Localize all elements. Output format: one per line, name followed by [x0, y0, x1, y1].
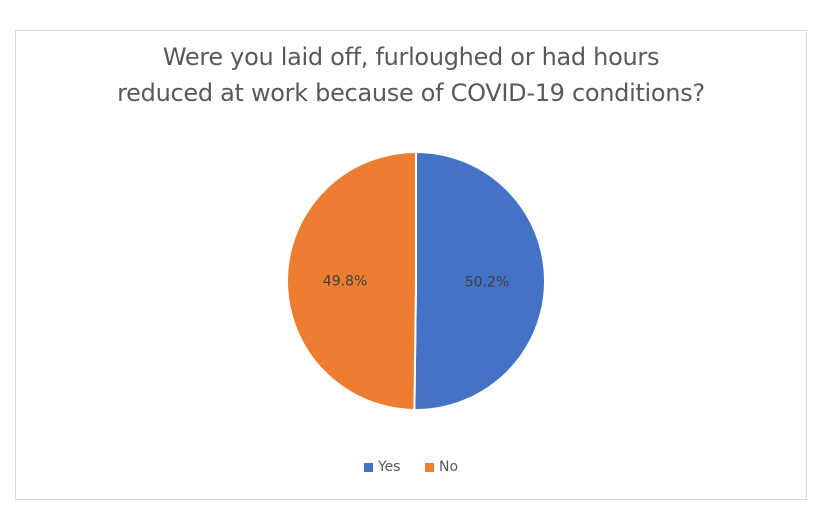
chart-title-line-1: Were you laid off, furloughed or had hou…: [162, 43, 660, 71]
chart-title-line-2: reduced at work because of COVID-19 cond…: [117, 79, 705, 107]
data-label-yes: 50.2%: [465, 274, 509, 290]
pie-slices: [286, 150, 546, 412]
chart-title: Were you laid off, furloughed or had hou…: [16, 39, 806, 111]
pie-slice-no: [286, 150, 417, 412]
pie-plot: 50.2% 49.8%: [286, 150, 546, 412]
legend-label-no: No: [439, 459, 459, 475]
pie-slice-yes: [413, 150, 546, 411]
pie-data-labels: 50.2% 49.8%: [323, 274, 509, 291]
legend-swatch-yes: [363, 462, 373, 472]
legend-label-yes: Yes: [377, 459, 401, 475]
legend-item-yes: Yes: [363, 459, 401, 475]
legend-swatch-no: [425, 462, 434, 472]
legend: Yes No: [16, 459, 806, 476]
legend-item-no: No: [425, 459, 458, 475]
data-label-no: 49.8%: [323, 274, 367, 290]
chart-area: Were you laid off, furloughed or had hou…: [15, 30, 807, 500]
